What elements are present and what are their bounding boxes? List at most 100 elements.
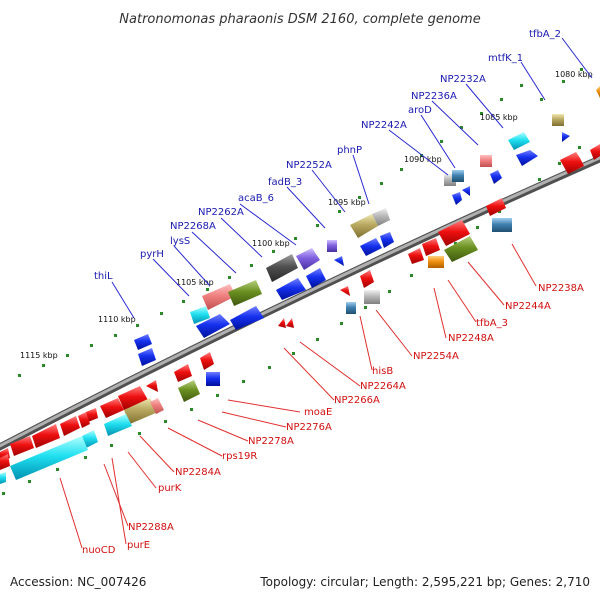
gene-feature (230, 306, 264, 330)
genome-summary-text: Topology: circular; Length: 2,595,221 bp… (259, 575, 590, 589)
kbp-label: 1085 kbp (480, 113, 518, 122)
kbp-labels: 1080 kbp 1085 kbp 1090 kbp 1095 kbp 1100… (20, 70, 593, 360)
gene-feature (428, 256, 444, 268)
gene-feature (444, 236, 478, 262)
gene-label: NP2238A (538, 283, 584, 294)
gene-label: NP2288A (128, 522, 174, 533)
gene-label: mtfK_1 (488, 53, 523, 64)
gene-feature (228, 280, 262, 306)
gene-label: thiL (94, 271, 113, 282)
map-title: Natronomonas pharaonis DSM 2160, complet… (119, 12, 480, 27)
gene-label: NP2242A (361, 120, 407, 131)
gene-feature (78, 412, 90, 428)
label-leaders-top (111, 37, 593, 319)
kbp-label: 1080 kbp (555, 70, 593, 79)
gene-label: rps19R (222, 451, 257, 462)
gene-feature (438, 220, 470, 246)
gene-feature (340, 286, 350, 296)
gene-feature (206, 372, 220, 386)
kbp-label: 1100 kbp (252, 239, 290, 248)
gene-feature (190, 306, 210, 324)
gene-feature (32, 424, 60, 448)
kbp-ticks-outer (18, 68, 583, 377)
gene-label: acaB_6 (238, 193, 274, 204)
gene-feature (134, 334, 152, 350)
gene-feature (380, 232, 394, 248)
gene-feature (276, 278, 306, 300)
gene-label: nuoCD (82, 545, 116, 556)
gene-label: NP2264A (360, 381, 406, 392)
gene-labels-top: tfbA_2 mtfK_1 NP2232A NP2236A aroD NP224… (94, 29, 561, 282)
gene-feature (462, 186, 470, 196)
gene-feature (306, 268, 326, 288)
gene-feature (200, 352, 214, 370)
gene-feature (562, 132, 570, 142)
gene-feature (452, 170, 464, 182)
gene-label: NP2262A (198, 207, 244, 218)
gene-feature (0, 454, 10, 470)
gene-label: NP2254A (413, 351, 459, 362)
gene-label: NP2244A (505, 301, 551, 312)
kbp-ticks-inner (2, 146, 581, 495)
gene-feature (82, 430, 98, 448)
gene-feature (196, 314, 230, 338)
gene-feature (422, 238, 440, 256)
gene-feature (492, 218, 512, 232)
gene-label: NP2276A (286, 422, 332, 433)
gene-label: NP2236A (411, 91, 457, 102)
gene-label: moaE (304, 407, 332, 418)
gene-label: NP2284A (175, 467, 221, 478)
gene-feature (372, 208, 390, 226)
gene-feature (10, 436, 34, 456)
gene-feature (590, 144, 600, 160)
gene-feature (508, 132, 530, 150)
gene-feature (346, 302, 356, 314)
gene-feature (286, 318, 294, 328)
gene-feature (0, 472, 6, 484)
gene-label: tfbA_2 (529, 29, 561, 40)
gene-feature (118, 386, 148, 410)
gene-label: phnP (337, 145, 362, 156)
gene-feature (104, 414, 132, 436)
gene-feature (360, 270, 374, 288)
gene-feature (86, 408, 98, 422)
gene-label: NP2266A (334, 395, 380, 406)
gene-feature (552, 114, 564, 126)
gene-labels-bottom: NP2238A NP2244A tfbA_3 NP2248A NP2254A h… (82, 283, 584, 556)
gene-label: lysS (170, 236, 190, 247)
backbone (0, 154, 600, 451)
gene-feature (408, 248, 424, 264)
gene-label: aroD (408, 105, 432, 116)
gene-feature (327, 240, 337, 252)
kbp-label: 1095 kbp (328, 198, 366, 207)
gene-label: NP2278A (248, 436, 294, 447)
kbp-label: 1110 kbp (98, 315, 136, 324)
gene-label: NP2252A (286, 160, 332, 171)
gene-feature (516, 150, 538, 166)
gene-feature (350, 214, 378, 238)
kbp-label: 1105 kbp (176, 278, 214, 287)
gene-label: purK (158, 483, 182, 494)
gene-feature (138, 348, 156, 366)
gene-feature (334, 256, 344, 266)
label-leaders-bottom (59, 243, 537, 549)
gene-feature (60, 416, 80, 436)
gene-feature (452, 192, 462, 205)
gene-label: purE (127, 540, 150, 551)
gene-label: fadB_3 (268, 177, 302, 188)
gene-label: NP2232A (440, 74, 486, 85)
gene-feature (178, 380, 200, 402)
gene-feature (10, 436, 88, 480)
gene-label: NP2268A (170, 221, 216, 232)
gene-feature (150, 398, 164, 414)
gene-feature (480, 155, 492, 167)
gene-feature (486, 198, 506, 216)
gene-feature (100, 398, 124, 418)
gene-feature (596, 86, 600, 98)
gene-feature (364, 290, 380, 304)
gene-feature (146, 380, 158, 392)
gene-label: NP2248A (448, 333, 494, 344)
gene-label: pyrH (140, 249, 164, 260)
accession-text: Accession: NC_007426 (10, 575, 146, 589)
